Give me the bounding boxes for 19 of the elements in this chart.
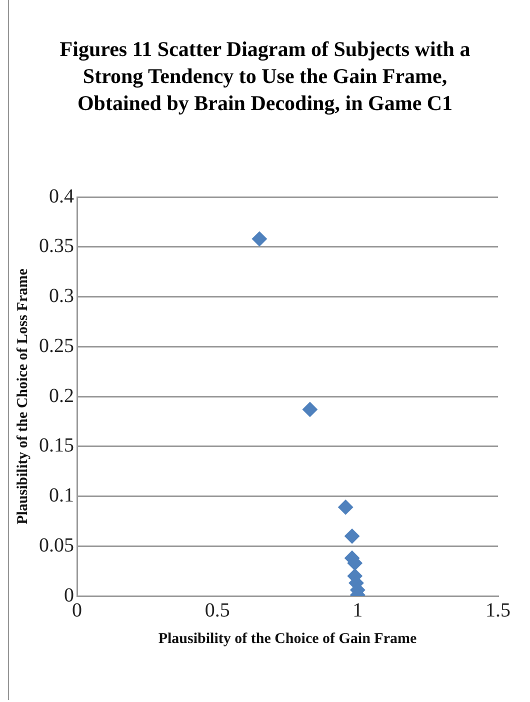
chart-title: Figures 11 Scatter Diagram of Subjects with a Strong Tendency to Use the Gain Frame, Obtained by Brain Decoding, in Game C1 xyxy=(58,36,472,117)
point xyxy=(252,231,267,246)
x-tick-label: 1.5 xyxy=(486,599,510,622)
x-tick-label: 0.5 xyxy=(204,599,230,622)
y-tick-label: 0.05 xyxy=(39,534,74,556)
point xyxy=(302,402,318,417)
point xyxy=(344,528,360,544)
y-tick-label: 0 xyxy=(64,584,74,606)
y-tick-label: 0.2 xyxy=(49,384,74,407)
y-tick-label: 0.25 xyxy=(39,334,74,357)
y-tick-label: 0.15 xyxy=(39,434,74,457)
y-tick-label: 0.4 xyxy=(49,185,74,208)
y-tick-label: 0.35 xyxy=(39,235,74,258)
x-axis-title: Plausibility of the Choice of Gain Frame xyxy=(158,630,417,647)
y-axis-title: Plausibility of the Choice of Loss Frame xyxy=(14,268,31,524)
y-tick-label: 0.1 xyxy=(49,484,74,506)
point xyxy=(338,500,354,515)
y-tick-label: 0.3 xyxy=(49,285,74,307)
x-tick-label: 1 xyxy=(352,599,363,622)
